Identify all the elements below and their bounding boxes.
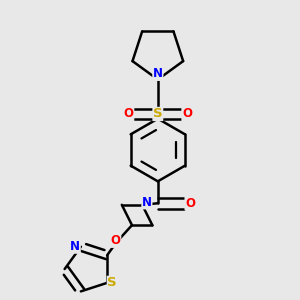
Text: N: N <box>153 68 163 80</box>
Text: O: O <box>182 107 192 121</box>
Text: O: O <box>124 107 134 121</box>
Text: N: N <box>142 196 152 209</box>
Text: S: S <box>153 107 163 121</box>
Text: S: S <box>107 276 117 289</box>
Text: N: N <box>70 240 80 253</box>
Text: O: O <box>111 234 121 247</box>
Text: O: O <box>185 197 195 210</box>
